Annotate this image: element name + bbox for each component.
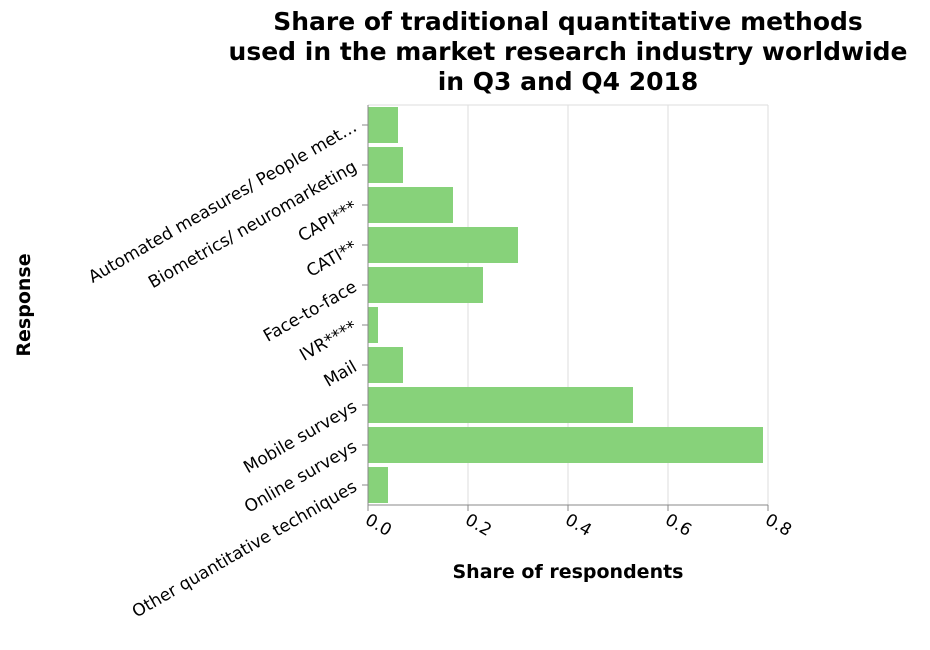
axes [362, 105, 769, 511]
chart-title-line-3: in Q3 and Q4 2018 [438, 67, 699, 96]
x-tick-label: 0.8 [762, 510, 795, 541]
bar [368, 107, 398, 143]
chart-title: Share of traditional quantitative method… [229, 7, 908, 96]
bar [368, 267, 483, 303]
y-tick-label: Mail [321, 357, 361, 392]
x-axis-title: Share of respondents [453, 561, 684, 583]
bar [368, 347, 403, 383]
bars [368, 107, 763, 503]
bar [368, 467, 388, 503]
bar [368, 227, 518, 263]
x-tick-label: 0.2 [462, 510, 495, 541]
bar [368, 147, 403, 183]
x-tick-label: 0.0 [362, 510, 395, 541]
bar [368, 427, 763, 463]
bar [368, 307, 378, 343]
y-axis-title: Response [13, 253, 35, 356]
x-tick-label: 0.4 [562, 510, 595, 541]
chart-title-line-1: Share of traditional quantitative method… [273, 7, 863, 36]
bar [368, 387, 633, 423]
bar [368, 187, 453, 223]
y-tick-label: CATI** [303, 237, 360, 282]
x-tick-label: 0.6 [662, 510, 695, 541]
chart-title-line-2: used in the market research industry wor… [229, 37, 908, 66]
